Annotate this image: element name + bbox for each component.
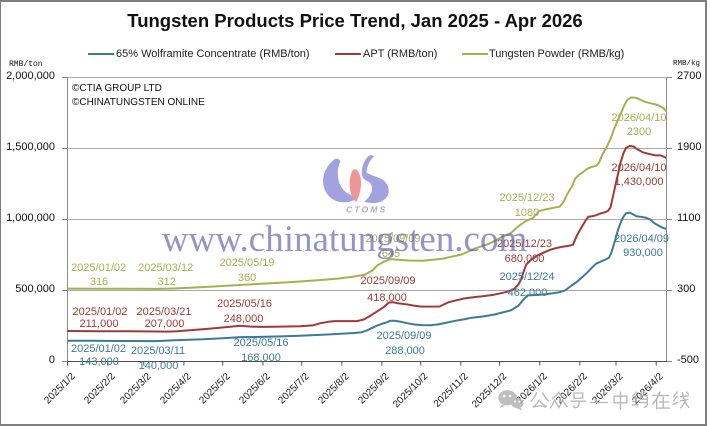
svg-text:CTOMS: CTOMS [346,205,388,215]
